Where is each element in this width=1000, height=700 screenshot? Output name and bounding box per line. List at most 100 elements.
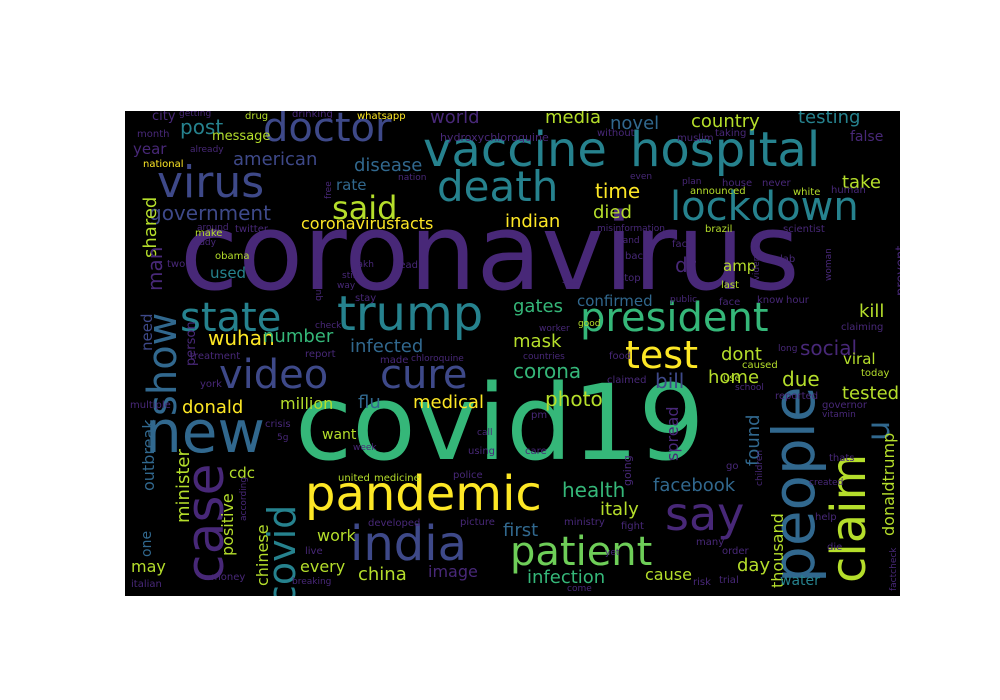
word-children: children [755, 449, 765, 486]
word-american: american [233, 149, 318, 170]
word-infection: infection [527, 567, 606, 588]
word-caused: caused [742, 360, 778, 371]
word-rate: rate [336, 176, 367, 194]
word-first: first [503, 520, 539, 541]
word-back: back [625, 251, 649, 262]
word-human: human [831, 185, 866, 196]
word-stay: stay [355, 293, 377, 304]
word-social: social [800, 336, 858, 360]
word-say: say [665, 487, 745, 541]
word-evidence: evidence [752, 245, 762, 286]
word-check: check [315, 321, 342, 331]
word-getting: getting [179, 111, 212, 119]
word-drug: drug [245, 111, 269, 122]
word-multiple: multiple [130, 400, 171, 411]
word-state: state [180, 295, 282, 341]
word-need: need [138, 313, 156, 352]
word-day: day [737, 555, 771, 576]
word-patient: patient [510, 529, 653, 575]
word-school: school [735, 383, 764, 393]
word-reported: reported [775, 391, 819, 402]
word-never: never [762, 178, 791, 189]
word-donald: donald [182, 397, 244, 418]
word-post: post [180, 115, 224, 139]
word-york: york [200, 379, 222, 390]
word-lakh: lakh [355, 260, 374, 270]
word-countries: countries [523, 352, 565, 362]
word-created: created [809, 478, 844, 488]
word-due: due [782, 367, 820, 391]
word-even: even [630, 172, 653, 182]
word-see: see [562, 275, 580, 286]
word-virus: virus [157, 157, 265, 208]
word-yet: yet [605, 548, 620, 558]
word-fact: fact [672, 239, 692, 250]
word-novel: novel [610, 113, 660, 134]
word-mask: mask [513, 331, 562, 352]
word-man: man [143, 246, 167, 291]
word-confirmed: confirmed [577, 292, 653, 310]
word-united: united [338, 473, 370, 484]
word-italy: italy [600, 499, 639, 520]
word-thats: thats [829, 453, 855, 464]
word-nation: nation [398, 173, 427, 183]
word-free: free [324, 181, 334, 199]
word-public: public [670, 295, 698, 305]
word-hour: hour [786, 295, 809, 306]
word-muslim: muslim [677, 133, 714, 144]
word-police: police [453, 470, 483, 481]
word-vaccine: vaccine [423, 122, 607, 178]
word-pandemic: pandemic [305, 466, 542, 522]
word-call: call [477, 428, 493, 438]
word-picture: picture [460, 517, 495, 528]
word-using: using [468, 446, 496, 457]
word-coronavirus: coronavirus [180, 191, 800, 314]
word-report: report [305, 349, 336, 360]
word-money: money [211, 572, 246, 583]
word-spread: spread [663, 406, 682, 461]
word-according: according [239, 476, 249, 521]
word-die: die [827, 542, 843, 553]
word-national: national [143, 159, 184, 170]
word-facebook: facebook [653, 475, 736, 496]
word-hand: hand [617, 236, 640, 246]
word-kill: kill [859, 301, 885, 322]
word-cause: cause [645, 565, 692, 584]
word-cdc: cdc [229, 464, 256, 482]
word-doctor: doctor [263, 111, 392, 151]
word-use: use [723, 373, 741, 384]
word-outbreak: outbreak [139, 419, 158, 492]
word-factcheck: factcheck [889, 547, 899, 591]
word-face: face [719, 297, 741, 308]
word-disease: disease [354, 155, 423, 176]
word-stop: stop [619, 273, 641, 284]
word-covid19: covid19 [295, 362, 705, 484]
word-ministry: ministry [564, 517, 605, 528]
word-lab: lab [780, 254, 796, 265]
word-testing: testing [798, 111, 861, 128]
word-plan: plan [682, 177, 702, 187]
word-good: good [578, 319, 601, 329]
word-trial: trial [719, 575, 739, 586]
word-dr: dr [675, 253, 696, 277]
word-medical: medical [413, 392, 484, 413]
word-media: media [545, 111, 602, 128]
word-scientist: scientist [783, 224, 825, 235]
word-year: year [133, 140, 167, 158]
word-quarantine: quarantine [314, 251, 324, 301]
word-used: used [210, 264, 247, 282]
word-cure: cure [380, 352, 468, 398]
word-time: time [595, 179, 641, 203]
word-going: going [621, 455, 634, 486]
word-cloud: coronavirus covid19 vaccine hospital new peop… [125, 111, 900, 596]
word-message: message [212, 129, 271, 144]
word-governor: governor [822, 400, 868, 411]
word-live: live [305, 546, 323, 557]
word-make: make [195, 228, 223, 239]
word-developed: developed [368, 518, 421, 529]
word-food: food [609, 351, 632, 362]
word-help: help [815, 512, 837, 523]
word-last: last [721, 280, 740, 291]
word-announced: announced [690, 186, 746, 197]
word-around: around [197, 223, 229, 233]
